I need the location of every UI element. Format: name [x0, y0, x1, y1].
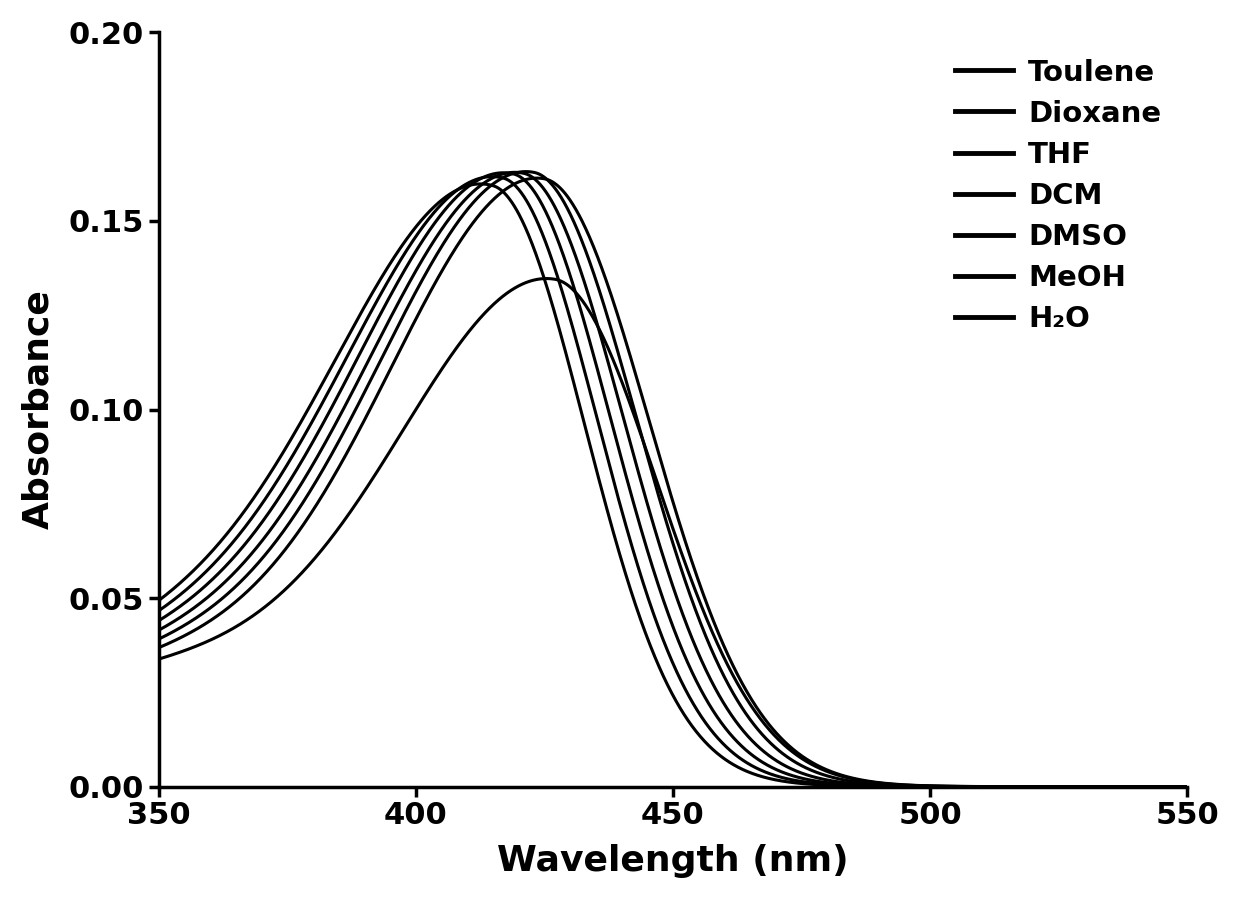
- Legend: Toulene, Dioxane, THF, DCM, DMSO, MeOH, H₂O: Toulene, Dioxane, THF, DCM, DMSO, MeOH, …: [944, 47, 1173, 345]
- X-axis label: Wavelength (nm): Wavelength (nm): [497, 844, 849, 878]
- Y-axis label: Absorbance: Absorbance: [21, 289, 55, 530]
